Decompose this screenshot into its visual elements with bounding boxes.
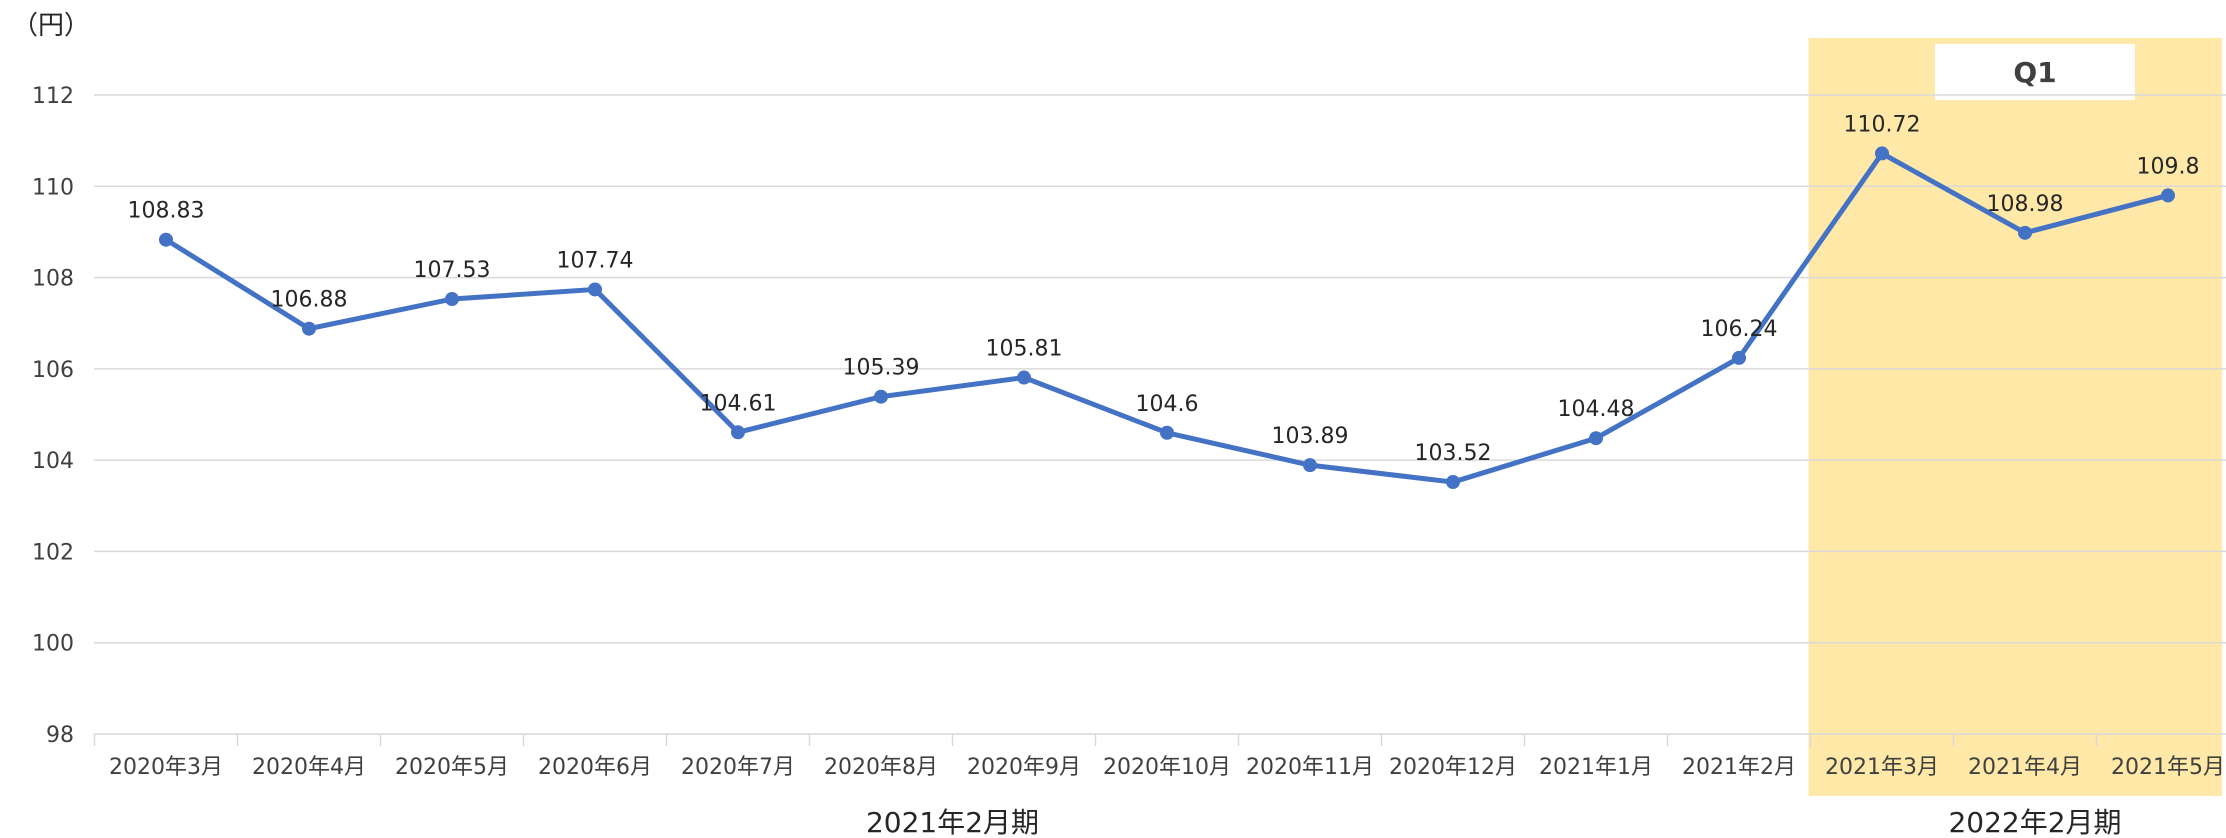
x-tick-label: 2021年1月 [1539,755,1653,780]
data-label: 105.81 [986,337,1063,362]
series-group [159,146,2175,490]
x-tick-label: 2020年12月 [1389,755,1517,780]
x-tick-label: 2020年6月 [538,755,652,780]
data-point [302,321,316,336]
y-axis-unit-label: （円） [12,11,90,41]
data-label: 103.52 [1415,441,1492,466]
gridlines [94,94,2226,735]
y-tick-label: 108 [32,267,74,292]
q1-label-box [1935,44,2135,100]
y-tick-label: 98 [46,723,74,748]
x-axis-ticks: 2020年3月 2020年4月 2020年5月 2020年6月 2020年7月 2020年… [93,734,2225,780]
data-label: 110.72 [1844,112,1921,137]
y-tick-label: 106 [32,358,74,383]
x-tick-label: 2020年8月 [824,755,938,780]
q1-label: Q1 [2013,56,2056,89]
x-tick-label: 2020年4月 [252,755,366,780]
x-tick-label: 2020年3月 [109,755,223,780]
data-point [1875,146,1889,161]
data-point [1589,431,1603,446]
x-tick-label: 2021年2月 [1682,755,1796,780]
data-point [445,292,459,307]
data-point [159,232,173,247]
data-label: 105.39 [843,356,920,381]
data-label: 103.89 [1272,424,1349,449]
data-label: 104.61 [700,391,777,416]
data-point [1732,350,1746,365]
x-tick-label: 2020年11月 [1246,755,1374,780]
x-tick-label: 2020年9月 [967,755,1081,780]
y-tick-label: 110 [32,175,74,200]
y-tick-label: 112 [32,84,74,109]
data-point [1446,475,1460,490]
data-point [1017,370,1031,385]
data-labels: 108.83 106.88 107.53 107.74 104.61 105.39 105.… [128,112,2200,466]
data-label: 109.8 [2137,154,2200,179]
x-tick-label: 2020年10月 [1103,755,1231,780]
period-label: 2021年2月期 [866,806,1039,838]
x-tick-label: 2021年5月 [2111,755,2225,780]
period-labels: 2021年2月期 2022年2月期 [866,806,2122,838]
x-tick-label: 2020年5月 [395,755,509,780]
data-point [2018,225,2032,240]
data-label: 106.88 [271,288,348,313]
data-point [1303,458,1317,473]
x-tick-label: 2020年7月 [681,755,795,780]
data-label: 106.24 [1701,317,1778,342]
data-label: 107.53 [414,258,491,283]
data-point [731,425,745,440]
y-tick-label: 100 [32,632,74,657]
q1-highlight-band [1808,38,2222,796]
x-tick-label: 2021年4月 [1968,755,2082,780]
data-label: 104.48 [1558,397,1635,422]
data-point [874,389,888,404]
y-axis-ticks: 98 100 102 104 106 108 110 112 [32,84,74,748]
data-label: 108.83 [128,199,205,224]
data-label: 107.74 [557,248,634,273]
data-point [1160,425,1174,440]
data-label: 108.98 [1987,192,2064,217]
y-tick-label: 102 [32,540,74,565]
data-point [588,282,602,297]
data-point [2161,188,2175,203]
y-tick-label: 104 [32,449,74,474]
x-tick-label: 2021年3月 [1825,755,1939,780]
data-label: 104.6 [1136,392,1199,417]
period-label: 2022年2月期 [1948,806,2121,838]
